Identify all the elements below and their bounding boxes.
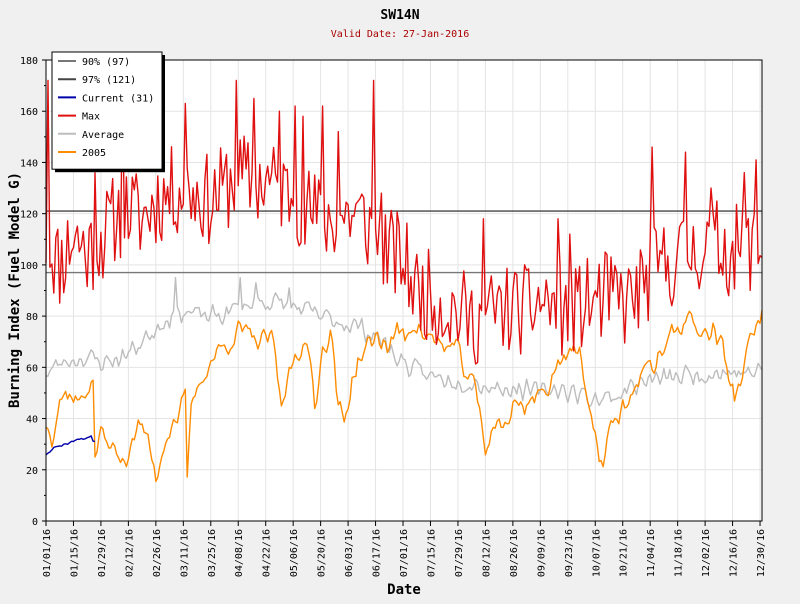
x-tick-label: 10/07/16 — [591, 529, 602, 577]
x-tick-label: 11/18/16 — [674, 529, 685, 577]
x-axis-label: Date — [387, 582, 421, 598]
legend-box — [51, 51, 163, 170]
y-tick-label: 100 — [20, 261, 38, 272]
gridlines — [45, 60, 762, 521]
x-tick-label: 07/01/16 — [399, 529, 410, 577]
x-tick-label: 08/26/16 — [509, 529, 520, 577]
x-tick-label: 09/09/16 — [536, 529, 547, 577]
x-tick-label: 02/26/16 — [152, 529, 163, 577]
x-tick-label: 12/16/16 — [729, 529, 740, 577]
x-tick-label: 05/20/16 — [317, 529, 328, 577]
x-tick-label: 01/15/16 — [69, 529, 80, 577]
x-tick-label: 06/17/16 — [372, 529, 383, 577]
x-tick-label: 09/23/16 — [564, 529, 575, 577]
x-tick-label: 10/21/16 — [619, 529, 630, 577]
legend-label-max: Max — [82, 112, 100, 123]
legend-label-y2005: 2005 — [82, 148, 106, 159]
x-tick-label: 07/15/16 — [426, 529, 437, 577]
x-tick-label: 07/29/16 — [454, 529, 465, 577]
legend-label-average: Average — [82, 130, 124, 141]
x-tick-label: 05/06/16 — [289, 529, 300, 577]
x-tick-label: 02/12/16 — [124, 529, 135, 577]
y-axis-label: Burning Index (Fuel Model G) — [7, 172, 23, 408]
x-tick-label: 11/04/16 — [646, 529, 657, 577]
x-tick-label: 03/11/16 — [179, 529, 190, 577]
x-tick-label: 04/22/16 — [262, 529, 273, 577]
y-tick-label: 80 — [26, 312, 38, 323]
series-line-max — [45, 79, 763, 365]
y-tick-label: 0 — [32, 517, 38, 528]
legend-label-pct97: 97% (121) — [82, 75, 136, 86]
legend: 90% (97) 97% (121) Current (31) Max Average 2… — [51, 51, 165, 173]
legend-label-current: Current (31) — [82, 93, 154, 104]
x-tick-label: 01/29/16 — [97, 529, 108, 577]
y-tick-label: 60 — [26, 363, 38, 374]
series-line-average — [45, 277, 763, 408]
y-tick-label: 160 — [20, 107, 38, 118]
x-tick-label: 04/08/16 — [234, 529, 245, 577]
y-tick-label: 20 — [26, 466, 38, 477]
y-tick-label: 120 — [20, 210, 38, 221]
y-tick-label: 40 — [26, 415, 38, 426]
series-line-current — [45, 435, 96, 456]
legend-label-pct90: 90% (97) — [82, 57, 130, 68]
series-line-y2005 — [45, 310, 763, 483]
x-tick-label: 06/03/16 — [344, 529, 355, 577]
x-tick-label: 12/02/16 — [701, 529, 712, 577]
x-tick-label: 01/01/16 — [42, 529, 53, 577]
chart-subtitle: Valid Date: 27-Jan-2016 — [331, 29, 469, 40]
data-series — [45, 79, 763, 483]
x-tick-label: 03/25/16 — [207, 529, 218, 577]
x-tick-label: 12/30/16 — [756, 529, 767, 577]
axes: 0 20 40 60 80 100 120 140 160 180 01/01/16 01/15/16… — [20, 56, 767, 577]
y-tick-label: 180 — [20, 56, 38, 67]
chart-title: SW14N — [380, 8, 419, 23]
x-tick-label: 08/12/16 — [481, 529, 492, 577]
y-tick-label: 140 — [20, 158, 38, 169]
